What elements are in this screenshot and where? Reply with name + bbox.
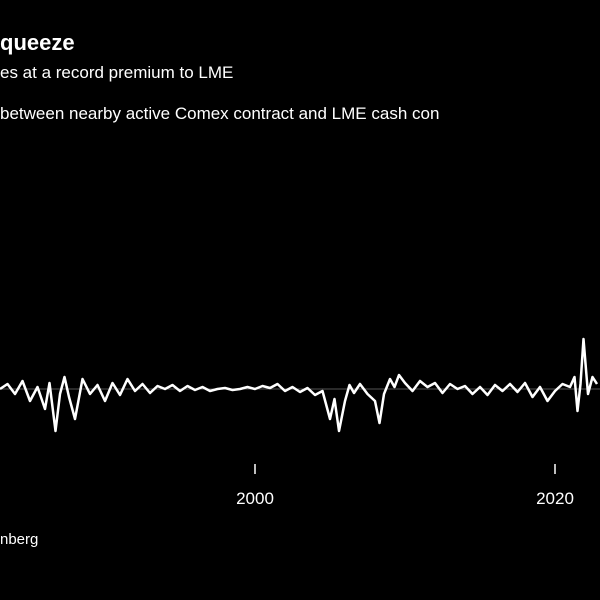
y-axis-label: between nearby active Comex contract and… — [0, 104, 440, 123]
chart-subtitle: es at a record premium to LME — [0, 63, 234, 82]
chart-title: queeze — [0, 30, 75, 55]
x-axis-ticks: 2000 2020 — [236, 464, 574, 508]
x-tick-label: 2000 — [236, 489, 274, 508]
source-note: nberg — [0, 531, 39, 548]
x-tick-label: 2020 — [536, 489, 574, 508]
series-group — [0, 337, 599, 433]
series-line — [0, 337, 599, 433]
